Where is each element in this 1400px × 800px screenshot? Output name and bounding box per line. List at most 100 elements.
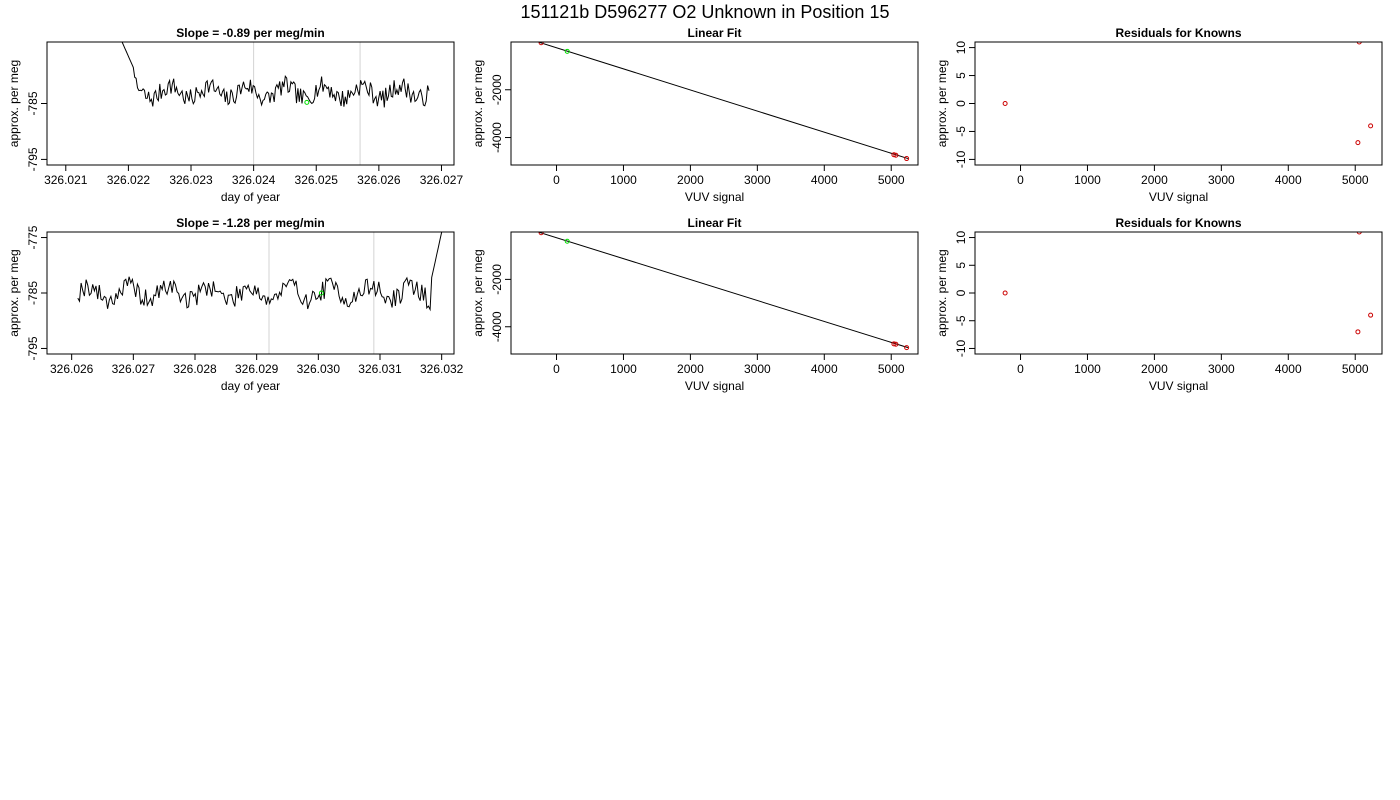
x-tick-label: 326.027 <box>112 362 156 376</box>
y-tick-label: 10 <box>954 41 968 55</box>
data-point <box>564 238 570 244</box>
figure-title: 151121b D596277 O2 Unknown in Position 1… <box>521 2 890 22</box>
plot-area <box>77 232 443 354</box>
plot-area <box>1002 42 1374 146</box>
x-tick-label: 326.025 <box>295 173 339 187</box>
x-tick-label: 326.024 <box>232 173 276 187</box>
data-point <box>538 42 544 46</box>
y-tick-label: 10 <box>954 231 968 245</box>
x-axis-label: VUV signal <box>1149 190 1208 204</box>
plot-frame <box>510 41 919 166</box>
y-tick-label: 5 <box>954 72 968 79</box>
plot-frame <box>974 41 1383 166</box>
x-tick-label: 0 <box>1017 362 1024 376</box>
x-tick-label: 326.023 <box>169 173 213 187</box>
y-tick-label: -5 <box>954 126 968 137</box>
plot-area <box>121 42 430 165</box>
x-axis-label: VUV signal <box>685 379 744 393</box>
x-tick-label: 4000 <box>811 173 838 187</box>
y-axis-label: approx. per meg <box>471 60 485 147</box>
x-axis-label: day of year <box>221 379 280 393</box>
panel-title: Linear Fit <box>687 216 741 230</box>
x-tick-label: 3000 <box>1208 362 1235 376</box>
panel-residuals-2: Residuals for Knowns 0 1000 2000 3000 4000 500… <box>935 216 1383 393</box>
x-tick-label: 2000 <box>677 173 704 187</box>
y-axis-label: approx. per meg <box>935 249 949 336</box>
x-tick-label: 1000 <box>610 362 637 376</box>
x-tick-label: 4000 <box>811 362 838 376</box>
x-tick-label: 3000 <box>744 362 771 376</box>
x-tick-label: 4000 <box>1275 173 1302 187</box>
x-axis-label: VUV signal <box>1149 379 1208 393</box>
x-tick-label: 326.030 <box>297 362 341 376</box>
x-tick-label: 2000 <box>677 362 704 376</box>
x-tick-label: 0 <box>1017 173 1024 187</box>
y-tick-label: -2000 <box>490 264 504 295</box>
panel-timeseries-1: Slope = -0.89 per meg/min 326.021 326.022 3… <box>7 26 463 204</box>
panel-linear-fit-2: Linear Fit 0 1000 2000 3000 4000 5000 -4000 -200… <box>471 216 919 393</box>
y-tick-label: 0 <box>954 100 968 107</box>
panel-title: Slope = -0.89 per meg/min <box>176 26 324 40</box>
y-axis-label: approx. per meg <box>471 249 485 336</box>
y-tick-label: -2000 <box>490 74 504 105</box>
x-tick-label: 326.022 <box>107 173 151 187</box>
x-tick-label: 5000 <box>1342 173 1369 187</box>
x-tick-label: 326.027 <box>420 173 464 187</box>
data-point <box>904 345 910 351</box>
x-tick-label: 326.026 <box>50 362 94 376</box>
x-tick-label: 0 <box>553 362 560 376</box>
x-tick-label: 326.026 <box>357 173 401 187</box>
y-tick-label: -785 <box>26 281 40 305</box>
x-tick-label: 2000 <box>1141 173 1168 187</box>
x-tick-label: 5000 <box>1342 362 1369 376</box>
x-tick-label: 326.029 <box>235 362 279 376</box>
x-tick-label: 2000 <box>1141 362 1168 376</box>
data-point <box>304 99 310 105</box>
y-tick-label: 5 <box>954 262 968 269</box>
y-tick-label: -10 <box>954 339 968 357</box>
data-point <box>893 152 899 158</box>
panel-title: Residuals for Knowns <box>1115 216 1241 230</box>
panel-residuals-1: Residuals for Knowns 0 1000 2000 3000 4000 500… <box>935 26 1383 204</box>
data-point <box>1355 329 1361 335</box>
y-axis-label: approx. per meg <box>7 249 21 336</box>
data-point <box>904 156 910 162</box>
x-tick-label: 0 <box>553 173 560 187</box>
panel-linear-fit-1: Linear Fit 0 1000 2000 3000 4000 5000 -4000 -200… <box>471 26 919 204</box>
data-point <box>538 232 544 236</box>
y-tick-label: -10 <box>954 150 968 168</box>
plot-area <box>536 42 910 162</box>
y-tick-label: -795 <box>26 147 40 171</box>
y-axis-label: approx. per meg <box>7 60 21 147</box>
x-tick-label: 1000 <box>1074 173 1101 187</box>
x-tick-label: 1000 <box>1074 362 1101 376</box>
y-tick-label: -795 <box>26 336 40 360</box>
series-line <box>77 232 443 312</box>
panel-grid: Slope = -0.89 per meg/min 326.021 326.022 3… <box>7 26 1383 393</box>
x-tick-label: 326.032 <box>420 362 464 376</box>
x-axis-label: day of year <box>221 190 280 204</box>
data-point <box>891 152 897 158</box>
data-point <box>1368 312 1374 318</box>
data-point <box>893 341 899 347</box>
x-tick-label: 5000 <box>878 362 905 376</box>
series-line <box>121 42 430 108</box>
x-tick-label: 3000 <box>1208 173 1235 187</box>
plot-area <box>1002 232 1374 335</box>
fit-line <box>536 232 909 349</box>
x-tick-label: 326.031 <box>358 362 402 376</box>
x-tick-label: 4000 <box>1275 362 1302 376</box>
y-tick-label: 0 <box>954 289 968 296</box>
plot-frame <box>510 231 919 355</box>
y-tick-label: -4000 <box>490 122 504 153</box>
panel-title: Linear Fit <box>687 26 741 40</box>
plot-area <box>536 232 910 351</box>
fit-line <box>536 42 909 160</box>
y-tick-label: -4000 <box>490 311 504 342</box>
panel-timeseries-2: Slope = -1.28 per meg/min 326.026 326.027 3… <box>7 216 464 393</box>
data-point <box>318 290 324 296</box>
y-tick-label: -775 <box>26 225 40 249</box>
x-tick-label: 1000 <box>610 173 637 187</box>
data-point <box>1356 42 1362 45</box>
